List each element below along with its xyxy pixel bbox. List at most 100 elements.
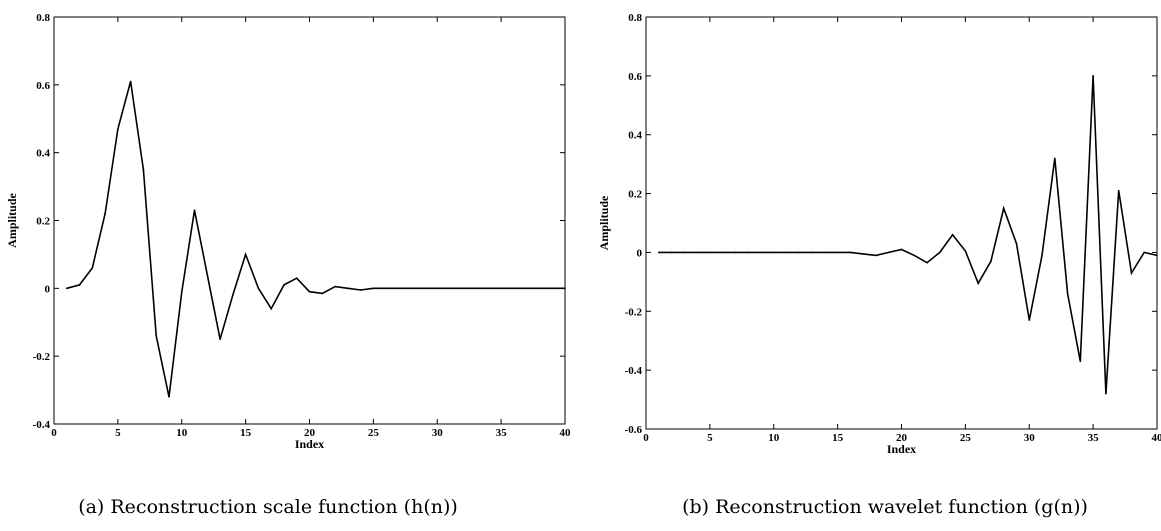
data-point <box>696 251 698 254</box>
data-point <box>747 251 749 254</box>
data-point <box>709 251 711 254</box>
data-point <box>670 251 673 254</box>
data-point <box>117 128 119 130</box>
data-point <box>180 290 183 293</box>
data-point <box>65 287 68 290</box>
x-tick-label: 30 <box>432 427 444 439</box>
x-tick-label: 0 <box>51 427 57 439</box>
y-tick-label: 0.4 <box>36 148 50 160</box>
data-point <box>1130 272 1133 274</box>
data-point <box>1028 319 1031 321</box>
data-point <box>1156 254 1158 257</box>
x-tick-label: 40 <box>1152 432 1161 444</box>
data-point <box>244 253 247 256</box>
y-tick-label: 0 <box>45 283 51 295</box>
data-point <box>78 284 81 286</box>
data-point <box>1117 189 1120 192</box>
data-point <box>283 284 285 286</box>
data-point <box>321 292 324 295</box>
data-point <box>270 307 272 310</box>
data-point <box>849 251 852 254</box>
data-point <box>875 254 877 257</box>
x-axis-title: Index <box>295 437 324 451</box>
data-point <box>785 251 788 254</box>
data-point <box>887 251 890 254</box>
data-point <box>772 251 775 254</box>
x-tick-label: 25 <box>368 427 380 439</box>
data-point <box>990 260 992 263</box>
data-point <box>436 287 439 290</box>
data-point <box>398 287 400 290</box>
data-point <box>551 287 554 290</box>
data-point <box>385 287 387 290</box>
y-tick-label: 0.6 <box>36 80 50 92</box>
data-point <box>257 287 260 290</box>
y-tick-label: 0.2 <box>628 189 642 201</box>
data-point <box>824 251 826 254</box>
data-point <box>939 251 941 254</box>
data-point <box>1041 254 1043 257</box>
data-point <box>142 168 145 171</box>
data-point <box>836 251 839 254</box>
y-axis-title: Amplitude <box>597 195 611 250</box>
x-axis-title: Index <box>887 442 916 456</box>
data-point <box>1079 360 1082 363</box>
data-point <box>1092 75 1094 77</box>
data-point <box>449 287 451 290</box>
data-point <box>977 282 979 285</box>
x-tick-label: 30 <box>1024 432 1036 444</box>
data-point <box>964 250 967 252</box>
y-tick-label: 0.2 <box>36 216 50 228</box>
data-point <box>811 251 813 254</box>
data-point <box>760 251 762 254</box>
data-point <box>91 267 94 269</box>
plot-frame <box>53 16 566 425</box>
data-point <box>1066 292 1069 295</box>
chart-panel-b: 0 5 10 15 20 25 30 35 40 -0.6 -0.4 -0.2 0 0.2 0.4 0.6 0.… <box>597 12 1161 518</box>
data-point <box>564 287 566 290</box>
data-point <box>219 338 221 341</box>
y-tick-label: 0.6 <box>628 71 642 83</box>
data-point <box>308 290 311 293</box>
y-tick-label: -0.6 <box>625 424 643 436</box>
data-point <box>129 80 132 83</box>
data-point <box>462 287 464 290</box>
data-point <box>1054 157 1056 160</box>
data-point <box>334 285 336 288</box>
data-point <box>232 294 234 296</box>
data-point <box>926 261 928 264</box>
plot-frame <box>645 16 1158 430</box>
data-point <box>1015 242 1018 245</box>
data-point <box>474 287 477 290</box>
x-tick-label: 20 <box>304 427 316 439</box>
y-tick-label: 0.4 <box>628 130 642 142</box>
x-tick-label: 25 <box>960 432 972 444</box>
x-tick-label: 20 <box>896 432 908 444</box>
data-point <box>734 251 737 254</box>
data-point <box>513 287 515 290</box>
chart-panel-a: 0 5 10 15 20 25 30 35 40 -0.4 -0.2 0 0.2 0.4 0.6 0.8 Ind… <box>5 12 571 518</box>
data-point <box>372 287 375 290</box>
x-tick-label: 10 <box>768 432 780 444</box>
data-point <box>721 251 724 254</box>
data-point <box>500 287 502 290</box>
y-tick-label: 0.8 <box>36 12 50 24</box>
x-tick-label: 15 <box>240 427 252 439</box>
data-point <box>155 335 157 337</box>
data-point <box>1105 392 1107 395</box>
data-point <box>657 251 660 254</box>
data-point <box>410 287 413 290</box>
data-point <box>1143 251 1146 254</box>
x-tick-label: 35 <box>1088 432 1100 444</box>
data-point <box>1002 207 1005 210</box>
data-point <box>525 287 528 290</box>
data-point <box>295 277 298 279</box>
data-point <box>359 289 362 291</box>
series-line <box>658 75 1158 394</box>
data-point <box>951 233 954 236</box>
series-line <box>66 81 565 398</box>
x-tick-label: 35 <box>496 427 508 439</box>
x-tick-label: 5 <box>115 427 121 439</box>
y-tick-label: -0.2 <box>33 351 51 363</box>
